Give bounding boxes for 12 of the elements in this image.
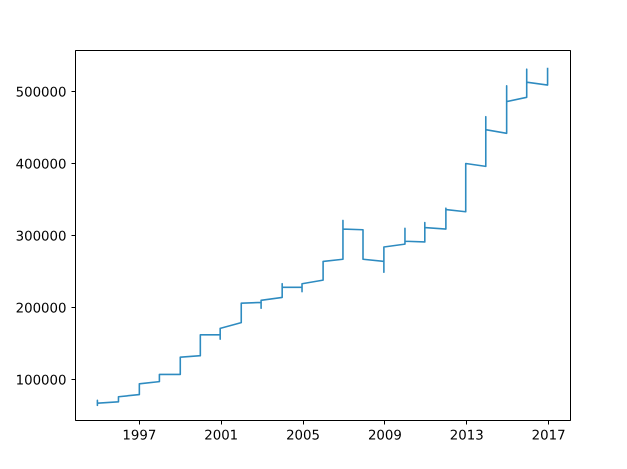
y-tick-label: 100000	[16, 373, 67, 388]
x-tick-label: 2017	[532, 428, 566, 444]
line-series	[96, 66, 548, 406]
y-tick-label: 500000	[16, 86, 67, 101]
y-tick-label: 300000	[16, 230, 67, 244]
x-tick-label: 2013	[450, 428, 484, 444]
x-tick-label: 1997	[122, 428, 156, 444]
y-tick-label: 200000	[16, 301, 67, 316]
x-tick-label: 2005	[286, 428, 320, 444]
y-tick-label: 400000	[16, 158, 67, 173]
x-tick-label: 2001	[204, 428, 238, 444]
x-tick-label: 2009	[368, 428, 402, 444]
